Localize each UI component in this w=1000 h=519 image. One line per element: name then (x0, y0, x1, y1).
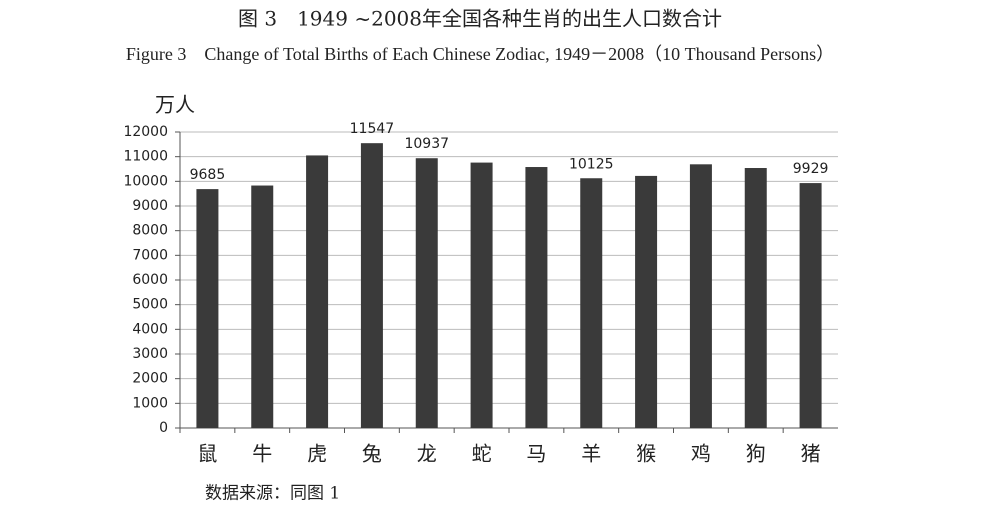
bar (744, 168, 767, 428)
x-tick-label: 猪 (801, 442, 821, 466)
bar (470, 162, 493, 428)
x-tick-label: 鼠 (197, 442, 217, 466)
y-tick-label: 10000 (123, 173, 168, 189)
y-tick-label: 11000 (123, 149, 168, 165)
chart-title: 图 3 1949 ~2008年全国各种生肖的出生人口数合计 (238, 7, 722, 31)
bar (580, 178, 603, 428)
x-tick-label: 虎 (307, 442, 327, 466)
value-label: 9685 (190, 167, 226, 183)
x-tick-label: 蛇 (472, 442, 492, 466)
x-tick-label: 牛 (252, 442, 272, 466)
y-tick-label: 5000 (132, 297, 168, 313)
chart-subtitle: Figure 3 Change of Total Births of Each … (126, 44, 834, 64)
x-tick-label: 羊 (581, 442, 601, 466)
bar (251, 185, 274, 428)
bar (525, 167, 548, 428)
x-tick-label: 猴 (636, 442, 656, 466)
y-tick-label: 0 (159, 420, 168, 436)
y-tick-label: 6000 (132, 272, 168, 288)
y-tick-label: 4000 (132, 321, 168, 337)
y-tick-label: 1000 (132, 395, 168, 411)
value-label: 10125 (569, 156, 614, 172)
bar (689, 164, 712, 428)
y-tick-label: 2000 (132, 371, 168, 387)
x-tick-label: 兔 (362, 442, 382, 466)
y-tick-label: 8000 (132, 223, 168, 239)
bar (799, 183, 822, 428)
value-label: 11547 (350, 121, 395, 137)
bar (415, 158, 438, 428)
x-tick-label: 狗 (746, 442, 766, 466)
x-tick-label: 龙 (417, 442, 437, 466)
value-label: 10937 (404, 136, 449, 152)
bar (360, 143, 383, 428)
value-label: 9929 (793, 161, 829, 177)
y-tick-label: 12000 (123, 124, 168, 140)
y-tick-label: 3000 (132, 346, 168, 362)
source-note: 数据来源：同图 1 (205, 484, 340, 504)
bar (306, 155, 329, 428)
bar (196, 189, 219, 428)
x-tick-label: 鸡 (691, 442, 711, 466)
y-axis-label: 万人 (155, 93, 195, 117)
y-tick-label: 9000 (132, 198, 168, 214)
x-tick-label: 马 (526, 442, 546, 466)
y-tick-label: 7000 (132, 247, 168, 263)
bar (635, 175, 658, 428)
